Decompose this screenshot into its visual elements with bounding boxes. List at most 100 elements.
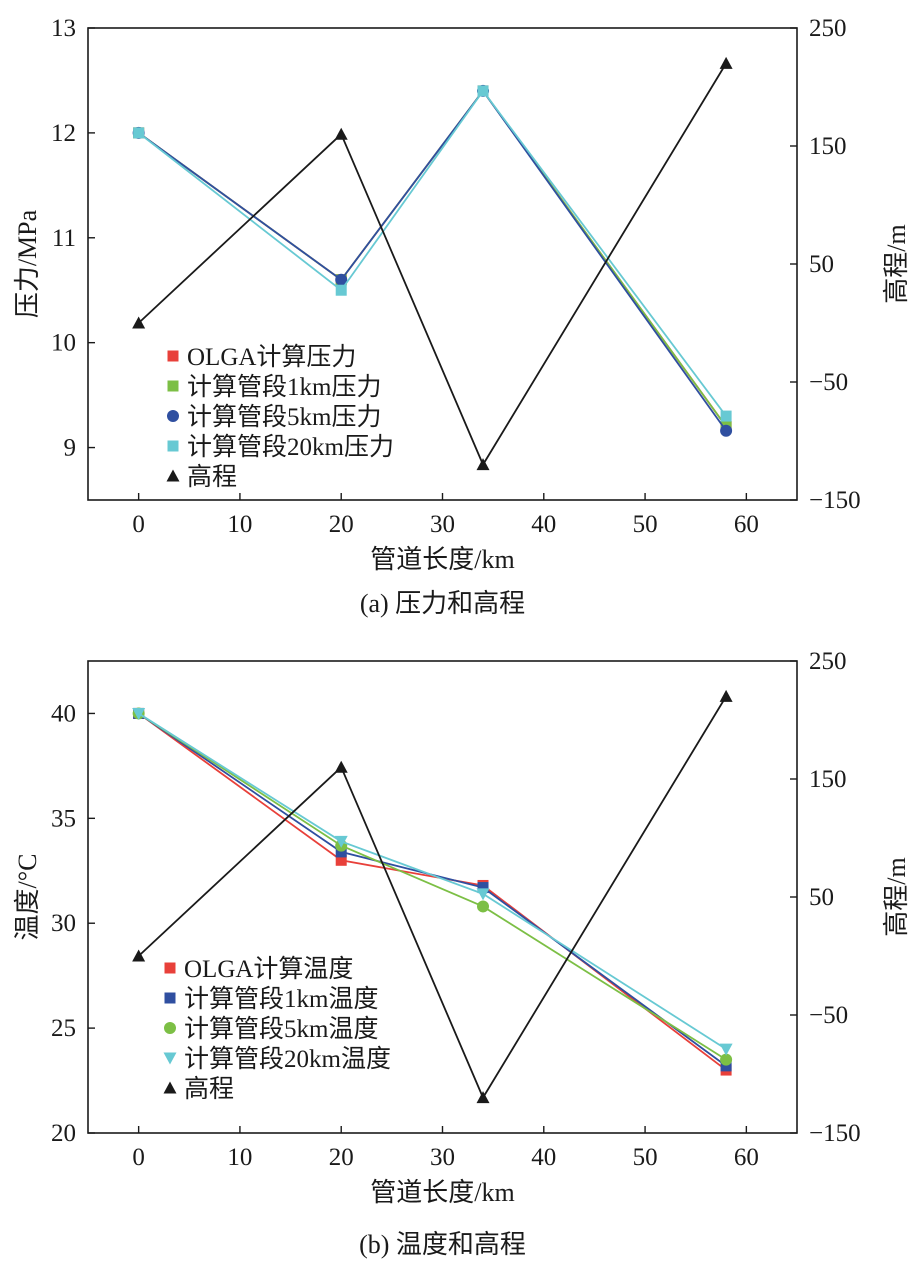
legend-item: OLGA计算压力 xyxy=(167,343,356,371)
legend-marker xyxy=(163,1081,177,1094)
legend-marker xyxy=(164,992,176,1004)
chart-panel-pressure: 0 10 20 30 40 50 60 9 10 11 12 13 −150 −50 50 150 250 管道长… xyxy=(13,15,911,618)
data-point xyxy=(334,127,348,140)
x-tick-label: 0 xyxy=(132,1144,145,1171)
legend-label: 计算管段5km压力 xyxy=(187,403,381,431)
series-line xyxy=(138,712,727,1061)
legend-label: 计算管段5km温度 xyxy=(184,1015,378,1043)
chart-panel-temperature: 0 10 20 30 40 50 60 20 25 30 35 40 −150 −50 50 150 250 管道… xyxy=(13,648,911,1259)
x-tick-label: 30 xyxy=(430,1144,455,1171)
x-axis-title: 管道长度/km xyxy=(370,1178,514,1207)
y-axis-title: 压力/MPa xyxy=(13,209,42,318)
series-3 xyxy=(133,85,732,422)
legend-label: 计算管段20km温度 xyxy=(184,1045,391,1073)
series-line xyxy=(138,89,727,417)
data-point xyxy=(719,689,733,702)
legend-item: 高程 xyxy=(166,463,237,491)
legend-item: 计算管段1km压力 xyxy=(167,373,381,401)
data-point xyxy=(476,1091,490,1104)
y-tick-label: 9 xyxy=(64,435,77,462)
y2-tick-label: −150 xyxy=(809,487,861,514)
data-point xyxy=(719,1043,733,1056)
legend-label: OLGA计算温度 xyxy=(184,955,353,983)
x-axis-title: 管道长度/km xyxy=(370,545,514,574)
data-point xyxy=(335,854,347,866)
y-tick-label: 12 xyxy=(51,120,76,147)
y-tick-label: 11 xyxy=(52,225,76,252)
data-point xyxy=(719,56,733,69)
x-tick-label: 50 xyxy=(633,1144,658,1171)
data-point xyxy=(132,949,146,962)
y-tick-label: 13 xyxy=(51,15,76,42)
y2-tick-label: 150 xyxy=(809,766,847,793)
y2-axis-title: 高程/m xyxy=(882,857,911,936)
data-point xyxy=(477,882,489,894)
series-elevation xyxy=(132,56,733,471)
x-tick-label: 0 xyxy=(132,511,145,538)
data-point xyxy=(335,273,348,286)
x-tick-label: 30 xyxy=(430,511,455,538)
legend-item: 计算管段5km压力 xyxy=(167,403,381,431)
y-tick-label: 40 xyxy=(51,700,76,727)
series-line xyxy=(138,712,727,1050)
y2-tick-label: 50 xyxy=(809,884,834,911)
legend-item: 计算管段20km温度 xyxy=(163,1045,391,1073)
legend-marker xyxy=(167,380,179,392)
x-tick-label: 10 xyxy=(227,1144,252,1171)
y-tick-label: 20 xyxy=(51,1120,76,1147)
data-point xyxy=(720,424,733,437)
data-point xyxy=(335,284,347,296)
x-tick-label: 40 xyxy=(531,511,556,538)
data-point xyxy=(132,707,146,720)
x-tick-label: 10 xyxy=(227,511,252,538)
x-tick-label: 40 xyxy=(531,1144,556,1171)
y-tick-label: 10 xyxy=(51,330,76,357)
data-point xyxy=(133,127,145,139)
legend-item: 高程 xyxy=(163,1075,234,1103)
y2-tick-label: 150 xyxy=(809,133,847,160)
data-point xyxy=(334,835,348,848)
data-point xyxy=(334,760,348,773)
x-tick-label: 50 xyxy=(633,511,658,538)
y2-tick-label: −50 xyxy=(809,1002,848,1029)
legend-marker xyxy=(167,350,179,362)
x-tick-label: 60 xyxy=(734,1144,759,1171)
y2-tick-label: 50 xyxy=(809,251,834,278)
legend-marker xyxy=(167,410,179,422)
x-tick-label: 20 xyxy=(329,511,354,538)
y-tick-label: 35 xyxy=(51,805,76,832)
y-tick-label: 25 xyxy=(51,1015,76,1042)
legend-marker xyxy=(166,469,180,482)
legend-marker xyxy=(164,962,176,974)
legend-item: OLGA计算温度 xyxy=(164,955,353,983)
y2-tick-label: 250 xyxy=(809,648,847,675)
legend-label: 计算管段1km温度 xyxy=(184,985,378,1013)
legend-label: 高程 xyxy=(187,463,237,491)
data-point xyxy=(476,888,490,901)
y2-tick-label: 250 xyxy=(809,15,847,42)
legend-label: 计算管段20km压力 xyxy=(187,433,394,461)
series-line xyxy=(138,62,727,467)
series-line xyxy=(138,712,727,1067)
series-3 xyxy=(132,707,733,1056)
legend-item: 计算管段1km温度 xyxy=(164,985,378,1013)
data-point xyxy=(720,410,732,422)
legend-marker xyxy=(164,1022,176,1034)
y2-tick-label: −50 xyxy=(809,369,848,396)
y-tick-label: 30 xyxy=(51,910,76,937)
legend-item: 计算管段20km压力 xyxy=(167,433,394,461)
data-point xyxy=(477,900,490,913)
legend-marker xyxy=(167,440,179,452)
y2-axis-title: 高程/m xyxy=(882,224,911,303)
data-point xyxy=(477,85,489,97)
series-elevation xyxy=(132,689,733,1104)
legend-label: 计算管段1km压力 xyxy=(187,373,381,401)
data-point xyxy=(720,1060,732,1072)
series-line xyxy=(138,89,727,432)
y-axis-title: 温度/°C xyxy=(13,854,42,941)
data-point xyxy=(720,1053,733,1066)
x-tick-label: 20 xyxy=(329,1144,354,1171)
